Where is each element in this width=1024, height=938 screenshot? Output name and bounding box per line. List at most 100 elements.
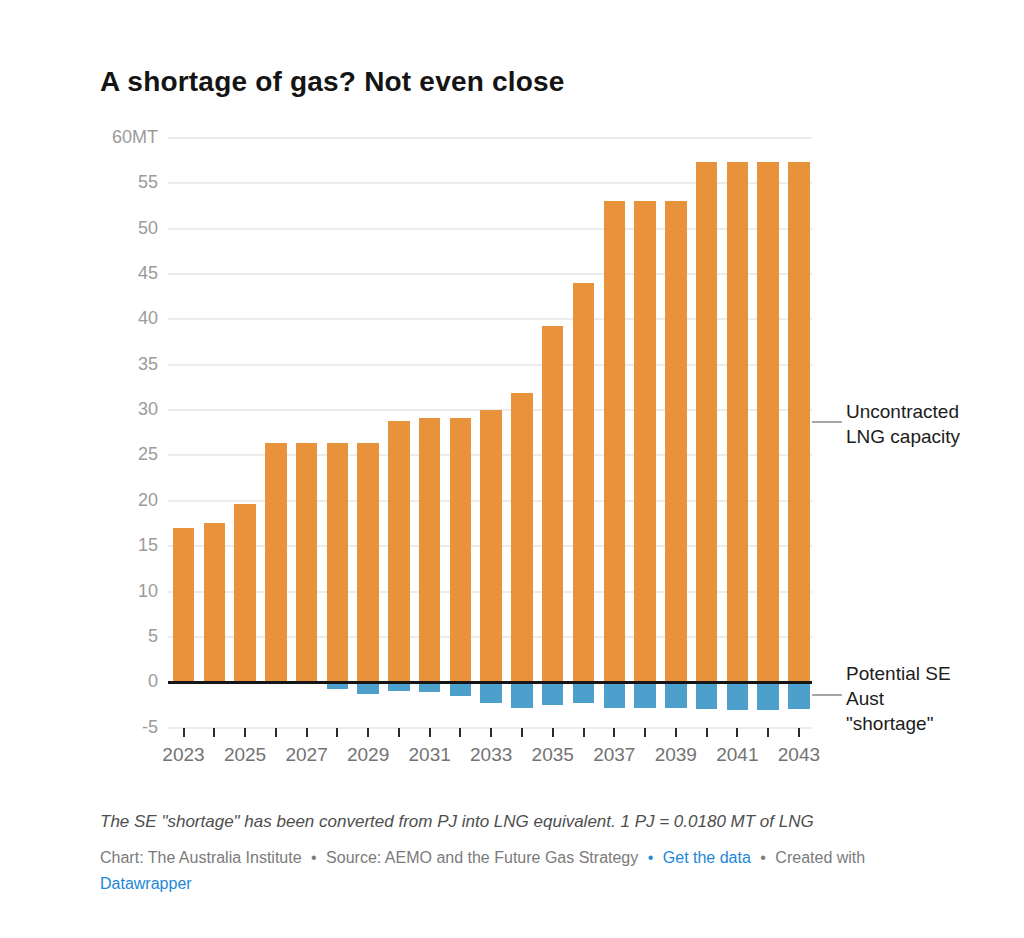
- x-axis-tick: [275, 728, 277, 737]
- y-axis-label: 60MT: [88, 127, 158, 148]
- x-axis-tick: [459, 728, 461, 737]
- bar-uncontracted-2026: [265, 443, 287, 682]
- y-axis-label: 5: [88, 626, 158, 647]
- credit-separator-2: •: [648, 849, 654, 866]
- bar-shortage-2037: [604, 682, 626, 707]
- x-axis-label: 2043: [764, 744, 834, 766]
- chart-canvas: A shortage of gas? Not even close 60MT55…: [0, 0, 1024, 938]
- shortage-label-line1: Potential SE: [846, 661, 1024, 686]
- credit-separator-1: •: [311, 849, 317, 866]
- chart-title: A shortage of gas? Not even close: [100, 66, 565, 98]
- bar-uncontracted-2042: [757, 162, 779, 682]
- bar-uncontracted-2036: [573, 283, 595, 682]
- y-axis-label: 10: [88, 581, 158, 602]
- bar-shortage-2039: [665, 682, 687, 707]
- shortage-label-line3: "shortage": [846, 711, 1024, 736]
- x-axis-tick: [213, 728, 215, 737]
- bar-uncontracted-2040: [696, 162, 718, 682]
- x-axis-tick: [644, 728, 646, 737]
- bar-uncontracted-2043: [788, 162, 810, 682]
- plot-area: 60MT5550454035302520151050-5202320252027…: [168, 138, 812, 728]
- x-axis-tick: [306, 728, 308, 737]
- x-axis-label: 2029: [333, 744, 403, 766]
- y-axis-label: 55: [88, 172, 158, 193]
- bar-uncontracted-2029: [357, 443, 379, 682]
- bar-uncontracted-2033: [480, 410, 502, 682]
- bar-uncontracted-2030: [388, 421, 410, 682]
- shortage-connector-line: [812, 694, 842, 696]
- uncontracted-series-label: Uncontracted LNG capacity: [846, 399, 1024, 449]
- uncontracted-connector-line: [812, 421, 842, 423]
- credit-chart-text: Chart: The Australia Institute: [100, 849, 302, 866]
- bar-uncontracted-2025: [234, 504, 256, 682]
- x-axis-tick: [736, 728, 738, 737]
- x-axis-label: 2027: [272, 744, 342, 766]
- x-axis-label: 2023: [149, 744, 219, 766]
- bar-uncontracted-2028: [327, 443, 349, 682]
- x-axis-tick: [336, 728, 338, 737]
- credit-separator-3: •: [760, 849, 766, 866]
- x-axis-tick: [675, 728, 677, 737]
- uncontracted-label-line2: LNG capacity: [846, 424, 1024, 449]
- bar-shortage-2041: [727, 682, 749, 710]
- bar-uncontracted-2039: [665, 201, 687, 682]
- bar-shortage-2033: [480, 682, 502, 703]
- bar-shortage-2043: [788, 682, 810, 709]
- x-axis-label: 2037: [579, 744, 649, 766]
- get-the-data-link[interactable]: Get the data: [663, 849, 751, 866]
- bar-uncontracted-2037: [604, 201, 626, 682]
- bar-uncontracted-2032: [450, 418, 472, 682]
- x-axis-tick: [613, 728, 615, 737]
- x-axis-label: 2033: [456, 744, 526, 766]
- x-axis-label: 2039: [641, 744, 711, 766]
- credit-created-text: Created with: [775, 849, 865, 866]
- shortage-label-line2: Aust: [846, 686, 1024, 711]
- x-axis-tick: [183, 728, 185, 737]
- y-axis-label: 0: [88, 671, 158, 692]
- bar-shortage-2036: [573, 682, 595, 703]
- y-axis-label: -5: [88, 717, 158, 738]
- x-axis-tick: [767, 728, 769, 737]
- y-axis-label: 40: [88, 308, 158, 329]
- y-axis-label: 20: [88, 490, 158, 511]
- bar-uncontracted-2035: [542, 326, 564, 682]
- zero-baseline: [168, 681, 812, 684]
- footnote: The SE "shortage" has been converted fro…: [100, 812, 930, 832]
- x-axis-tick: [429, 728, 431, 737]
- bar-shortage-2040: [696, 682, 718, 709]
- x-axis-tick: [490, 728, 492, 737]
- bar-uncontracted-2031: [419, 418, 441, 682]
- x-axis-label: 2041: [702, 744, 772, 766]
- bar-uncontracted-2027: [296, 443, 318, 682]
- bar-shortage-2029: [357, 682, 379, 694]
- credit-source-text: Source: AEMO and the Future Gas Strategy: [326, 849, 638, 866]
- x-axis-tick: [367, 728, 369, 737]
- bar-shortage-2038: [634, 682, 656, 708]
- x-axis-tick: [244, 728, 246, 737]
- y-axis-label: 50: [88, 218, 158, 239]
- shortage-series-label: Potential SE Aust "shortage": [846, 661, 1024, 736]
- y-axis-label: 45: [88, 263, 158, 284]
- x-axis-tick: [798, 728, 800, 737]
- bar-shortage-2034: [511, 682, 533, 707]
- y-axis-label: 35: [88, 354, 158, 375]
- y-gridline: [168, 137, 812, 139]
- credit-line: Chart: The Australia Institute • Source:…: [100, 845, 960, 897]
- bar-uncontracted-2034: [511, 393, 533, 682]
- datawrapper-link[interactable]: Datawrapper: [100, 875, 192, 892]
- bar-shortage-2032: [450, 682, 472, 696]
- bar-shortage-2042: [757, 682, 779, 710]
- bar-uncontracted-2038: [634, 201, 656, 682]
- x-axis-label: 2025: [210, 744, 280, 766]
- x-axis-tick: [706, 728, 708, 737]
- x-axis-tick: [398, 728, 400, 737]
- x-axis-tick: [521, 728, 523, 737]
- bar-uncontracted-2041: [727, 162, 749, 682]
- x-axis-tick: [583, 728, 585, 737]
- bar-uncontracted-2023: [173, 528, 195, 682]
- bar-uncontracted-2024: [204, 523, 226, 683]
- y-axis-label: 30: [88, 399, 158, 420]
- x-axis-label: 2031: [395, 744, 465, 766]
- x-axis-tick: [552, 728, 554, 737]
- x-axis-label: 2035: [518, 744, 588, 766]
